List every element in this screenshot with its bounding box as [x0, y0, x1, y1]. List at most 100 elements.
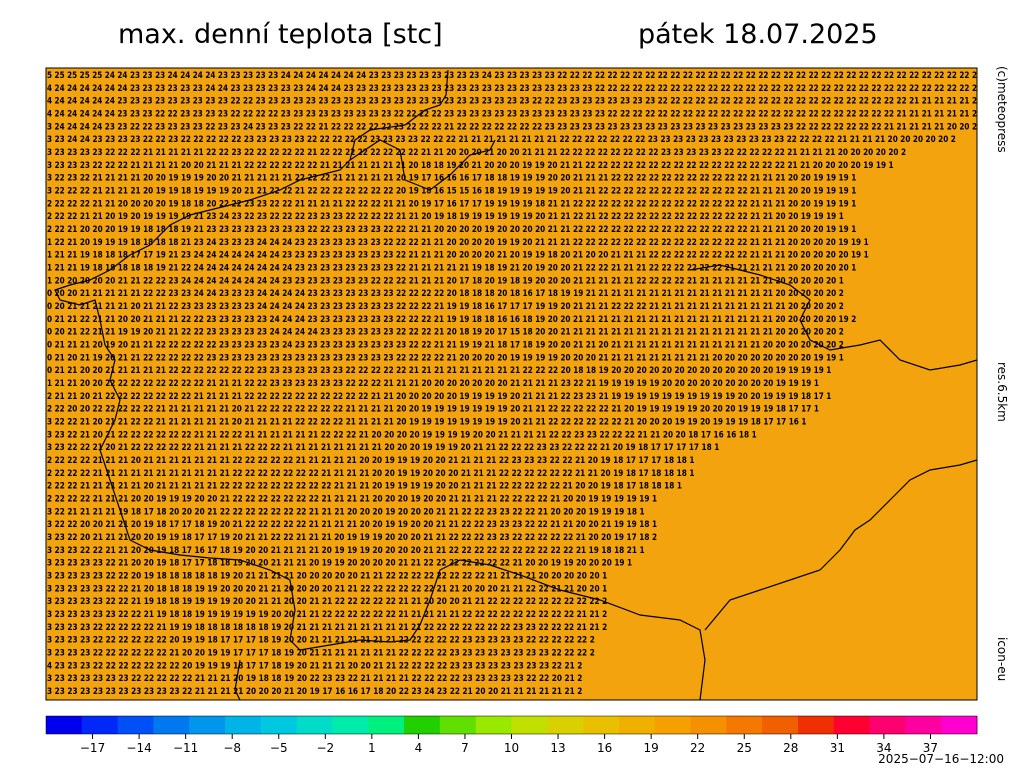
grid-row: 3 23 22 21 20 21 22 22 22 22 22 22 21 21… — [47, 430, 757, 440]
colorbar-label: 34 — [876, 741, 891, 755]
grid-row: 3 23 23 23 22 22 22 22 22 21 19 19 18 18… — [47, 623, 607, 633]
colorbar-step — [475, 716, 512, 734]
grid-row: 3 23 23 23 23 22 22 21 20 18 18 18 19 19… — [47, 584, 607, 594]
colorbar-step — [296, 716, 333, 734]
borders — [54, 69, 978, 701]
colorbar-label: 13 — [550, 741, 565, 755]
grid-row: 3 24 24 24 24 23 23 22 22 23 23 23 23 22… — [47, 122, 977, 132]
colorbar-step — [439, 716, 477, 734]
colorbar-step — [762, 716, 799, 734]
colorbar-step — [726, 716, 763, 734]
colorbar-step — [690, 716, 727, 734]
grid-row: 0 20 21 22 21 21 19 19 20 21 21 22 22 23… — [47, 328, 844, 338]
grid-row: 0 21 21 22 21 21 20 20 21 21 21 22 22 23… — [47, 315, 856, 325]
colorbar-label: −2 — [316, 741, 334, 755]
colorbar-step — [189, 716, 226, 734]
grid-row: 3 23 23 23 23 22 22 20 19 18 18 18 18 18… — [47, 572, 607, 582]
colorbar-step — [941, 716, 978, 734]
grid-row: 2 22 21 20 20 20 19 19 18 18 18 19 21 23… — [47, 225, 856, 235]
grid-row: 4 24 24 24 24 24 23 23 23 23 23 23 23 23… — [47, 97, 977, 107]
colorbar-label: 19 — [644, 741, 659, 755]
grid-row: 3 23 22 22 21 20 21 22 22 22 22 22 21 21… — [47, 443, 719, 453]
grid-row: 3 23 23 23 22 22 22 22 22 22 21 20 20 19… — [47, 649, 595, 659]
grid-row: 0 21 21 21 20 19 20 21 21 22 22 22 22 22… — [47, 341, 844, 351]
grid-row: 1 22 21 20 19 19 19 18 18 18 18 21 23 24… — [47, 238, 869, 248]
model: icon-eu — [995, 637, 1009, 681]
grid-row: 0 21 21 20 20 21 21 21 21 21 22 22 22 22… — [47, 366, 831, 376]
resolution: res.6.5km — [995, 362, 1009, 422]
colorbar-label: −11 — [173, 741, 198, 755]
colorbar-label: −17 — [80, 741, 105, 755]
grid-row: 2 22 22 22 21 21 21 21 21 21 21 21 21 21… — [47, 469, 694, 479]
colorbar-label: 4 — [415, 741, 423, 755]
colorbar-step — [332, 716, 369, 734]
colorbar-step — [46, 716, 83, 734]
colorbar-step — [260, 716, 298, 734]
grid-row: 3 23 23 23 23 23 23 22 22 22 22 22 21 21… — [47, 674, 582, 684]
grid-row: 3 22 22 22 21 21 21 21 20 19 19 18 19 19… — [47, 187, 856, 197]
grid-row: 3 23 23 23 22 22 22 21 21 21 21 20 20 21… — [47, 161, 894, 171]
colorbar-step — [869, 716, 906, 734]
grid-row: 3 23 23 23 23 23 22 22 21 19 18 18 19 19… — [47, 610, 607, 620]
colorbar-step — [511, 716, 548, 734]
colorbar-step — [583, 716, 620, 734]
grid-row: 1 21 21 19 18 18 18 18 18 19 21 22 24 24… — [47, 264, 856, 274]
colorbar-label: 10 — [504, 741, 519, 755]
grid-row: 0 20 21 21 21 21 21 20 21 21 22 23 23 23… — [47, 302, 844, 312]
grid-row: 3 23 23 23 23 23 23 23 23 23 23 22 21 21… — [47, 687, 582, 697]
colorbar-step — [618, 716, 656, 734]
grid-row: 2 21 21 20 21 22 22 22 22 22 22 22 21 21… — [47, 392, 831, 402]
colorbar-label: −8 — [223, 741, 241, 755]
grid-row: 3 23 23 23 23 22 22 21 19 18 18 19 19 19… — [47, 597, 607, 607]
grid-row: 3 23 23 22 22 21 21 20 20 19 18 17 16 17… — [47, 546, 645, 556]
colorbar-step — [81, 716, 119, 734]
map-area — [45, 67, 978, 701]
colorbar-label: 25 — [737, 741, 752, 755]
grid-row: 2 22 22 22 21 21 20 20 20 20 19 18 18 20… — [47, 199, 856, 209]
colorbar-step — [368, 716, 405, 734]
grid-row: 0 21 20 21 19 20 21 21 22 22 22 22 22 23… — [47, 353, 844, 363]
title: max. denní teplota [stc] — [118, 19, 443, 50]
colorbar-label: 1 — [368, 741, 376, 755]
colorbar-label: 16 — [597, 741, 612, 755]
colorbar-label: 28 — [783, 741, 798, 755]
colorbar-step — [547, 716, 584, 734]
grid-row: 4 23 23 23 22 22 22 22 22 22 22 20 19 19… — [47, 661, 582, 671]
grid-row: 4 24 24 24 24 24 24 23 23 23 23 23 23 24… — [47, 84, 977, 94]
grid-row: 5 25 25 25 25 24 24 23 23 23 24 24 24 24… — [47, 71, 977, 81]
grid-row: 3 23 23 23 23 22 21 20 20 19 18 17 17 18… — [47, 559, 632, 569]
grid-row: 3 23 23 23 22 22 22 22 22 22 20 19 19 18… — [47, 636, 595, 646]
colorbar-label: −5 — [270, 741, 288, 755]
date: pátek 18.07.2025 — [638, 19, 878, 50]
credit: (c)meteopress — [995, 66, 1009, 153]
grid-row: 1 21 21 19 18 18 18 17 17 19 21 23 24 24… — [47, 251, 869, 261]
grid-row: 3 22 23 22 21 21 21 21 20 20 19 19 19 20… — [47, 174, 856, 184]
colorbar-label: 22 — [690, 741, 705, 755]
colorbar-step — [833, 716, 871, 734]
colorbar-step — [654, 716, 692, 734]
grid-row: 3 22 22 21 20 21 21 22 22 21 21 21 21 21… — [47, 418, 807, 428]
colorbar-label: −14 — [126, 741, 151, 755]
grid-row: 0 20 20 21 21 21 21 21 22 22 23 23 24 24… — [47, 289, 844, 299]
grid-row: 2 22 20 20 22 22 22 22 22 21 21 21 21 21… — [47, 405, 819, 415]
colorbar-step — [225, 716, 262, 734]
colorbar-step — [797, 716, 835, 734]
colorbar-step — [153, 716, 190, 734]
colorbar-label: 7 — [461, 741, 469, 755]
grid-row: 2 22 22 22 21 21 21 20 21 21 21 21 21 21… — [47, 456, 694, 466]
grid-row: 3 23 22 20 21 21 21 20 20 19 19 18 17 17… — [47, 533, 657, 543]
colorbar-step — [404, 716, 441, 734]
colorbar-step — [905, 716, 942, 734]
colorbar-label: 31 — [830, 741, 845, 755]
grid-row: 2 22 22 21 21 20 19 20 19 19 19 19 21 23… — [47, 212, 844, 222]
grid-row: 4 24 24 24 24 24 23 23 23 22 22 23 23 23… — [47, 110, 977, 120]
colorbar-label: 37 — [923, 741, 938, 755]
grid-row: 3 22 21 21 21 21 19 18 17 18 20 20 20 21… — [47, 507, 645, 517]
grid-row: 1 21 21 20 20 22 22 22 22 22 22 22 22 21… — [47, 379, 819, 389]
run-time: 2025−07−16−12:00 — [878, 752, 1004, 766]
grid-row: 1 20 20 20 20 20 21 21 22 22 23 24 24 24… — [47, 276, 844, 286]
grid-row: 2 22 22 22 21 21 21 20 20 19 19 19 20 20… — [47, 495, 657, 505]
grid-row: 3 22 22 20 20 21 21 20 19 18 17 17 18 19… — [47, 520, 657, 530]
colorbar-step — [117, 716, 154, 734]
